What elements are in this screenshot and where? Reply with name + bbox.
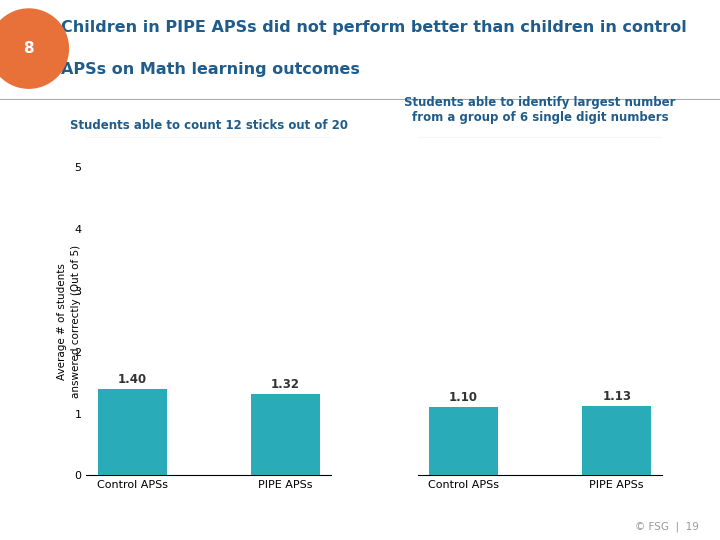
Text: Students able to identify largest number
from a group of 6 single digit numbers: Students able to identify largest number… <box>404 96 676 124</box>
Bar <box>428 408 498 475</box>
Bar <box>97 389 166 475</box>
Text: 1.10: 1.10 <box>449 392 478 404</box>
Text: 1.13: 1.13 <box>602 389 631 402</box>
Text: 1.40: 1.40 <box>117 373 147 386</box>
Text: 1.32: 1.32 <box>271 378 300 391</box>
Ellipse shape <box>0 9 68 88</box>
Y-axis label: Average # of students
answered correctly (Out of 5): Average # of students answered correctly… <box>57 245 81 398</box>
Bar <box>251 394 320 475</box>
Bar <box>582 406 652 475</box>
Text: 8: 8 <box>24 41 34 56</box>
Text: Children in PIPE APSs did not perform better than children in control: Children in PIPE APSs did not perform be… <box>61 20 687 35</box>
Text: APSs on Math learning outcomes: APSs on Math learning outcomes <box>61 63 360 77</box>
Text: © FSG  |  19: © FSG | 19 <box>634 522 698 532</box>
Text: Students able to count 12 sticks out of 20: Students able to count 12 sticks out of … <box>70 119 348 132</box>
